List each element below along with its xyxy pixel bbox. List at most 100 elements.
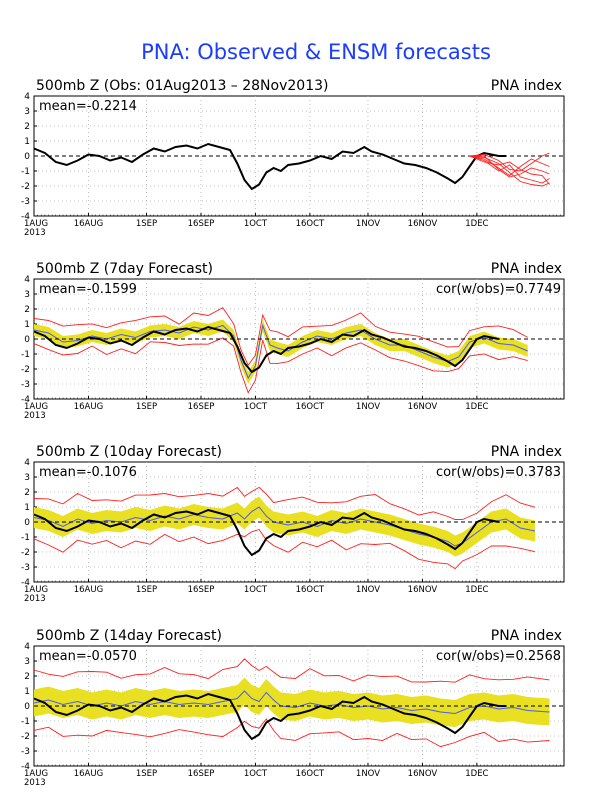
x-tick-label: 1AUG <box>24 219 48 229</box>
x-tick-label: 1SEP <box>136 769 157 779</box>
y-tick-label: 0 <box>24 335 30 345</box>
x-tick-label: 16OCT <box>296 219 325 229</box>
x-tick-label: 16SEP <box>188 769 215 779</box>
y-tick-label: -3 <box>21 563 30 573</box>
panel-4: 500mb Z (14day Forecast) PNA index 4 3 2 1 0 -1… <box>21 628 565 788</box>
y-tick-label: 1 <box>24 137 30 147</box>
x-tick-label: 16OCT <box>296 402 325 412</box>
x-year-label: 2013 <box>24 228 46 238</box>
spread-band <box>34 319 528 384</box>
x-tick-label: 1AUG <box>24 402 48 412</box>
y-tick-label: 3 <box>24 657 30 667</box>
y-tick-label: -4 <box>21 395 30 405</box>
y-tick-label: -4 <box>21 578 30 588</box>
chart-title: PNA: Observed & ENSM forecasts <box>141 40 491 64</box>
member-envelope-line <box>33 337 528 394</box>
y-tick-label: 2 <box>24 122 30 132</box>
y-tick-label: -2 <box>21 182 30 192</box>
observed-line <box>33 508 499 557</box>
y-tick-label: -1 <box>21 167 30 177</box>
x-tick-label: 16AUG <box>74 769 103 779</box>
panel-index-label: PNA index <box>491 628 562 644</box>
y-tick-label: 3 <box>24 107 30 117</box>
spread-band <box>34 677 550 727</box>
y-tick-label: 2 <box>24 488 30 498</box>
x-tick-label: 1NOV <box>356 402 380 412</box>
x-tick-label: 1OCT <box>244 219 268 229</box>
y-tick-label: -2 <box>21 732 30 742</box>
x-tick-label: 1SEP <box>136 402 157 412</box>
observed-line <box>33 325 499 374</box>
y-tick-label: 0 <box>24 702 30 712</box>
x-tick-label: 16AUG <box>74 585 103 595</box>
x-tick-label: 16AUG <box>74 219 103 229</box>
x-tick-label: 1SEP <box>136 219 157 229</box>
panel-index-label: PNA index <box>491 78 562 94</box>
y-tick-label: 4 <box>24 92 30 102</box>
forecast-member-line <box>469 152 550 172</box>
x-tick-label: 16AUG <box>74 402 103 412</box>
y-tick-label: 0 <box>24 152 30 162</box>
panel-title: 500mb Z (7day Forecast) <box>36 261 213 277</box>
x-tick-label: 1NOV <box>356 769 380 779</box>
observed-line <box>33 142 506 191</box>
y-tick-label: -3 <box>21 380 30 390</box>
y-tick-label: 3 <box>24 290 30 300</box>
x-tick-label: 16NOV <box>408 219 438 229</box>
member-envelope-line <box>33 307 528 366</box>
correlation-label: cor(w/obs)=0.7749 <box>436 282 561 297</box>
panel-index-label: PNA index <box>491 261 562 277</box>
x-tick-label: 1OCT <box>244 585 268 595</box>
ensemble-mean-line <box>33 690 550 715</box>
x-tick-label: 16SEP <box>188 402 215 412</box>
y-tick-label: -1 <box>21 350 30 360</box>
y-tick-label: -4 <box>21 762 30 772</box>
y-tick-label: 0 <box>24 518 30 528</box>
panel-1: 500mb Z (Obs: 01Aug2013 – 28Nov2013) PNA … <box>21 78 565 238</box>
x-year-label: 2013 <box>24 778 46 788</box>
y-tick-label: -1 <box>21 533 30 543</box>
panel-3: 500mb Z (10day Forecast) PNA index 4 3 2 1 0 -1… <box>21 444 565 604</box>
forecast-member-line <box>469 155 550 178</box>
correlation-label: cor(w/obs)=0.3783 <box>436 465 561 480</box>
ensemble-mean-line <box>33 323 528 380</box>
panel-title: 500mb Z (14day Forecast) <box>36 628 222 644</box>
x-tick-label: 1AUG <box>24 585 48 595</box>
member-envelope-line <box>33 528 536 570</box>
member-envelope-line <box>33 486 536 521</box>
y-tick-label: 1 <box>24 320 30 330</box>
y-tick-label: 2 <box>24 672 30 682</box>
x-tick-label: 1SEP <box>136 585 157 595</box>
y-tick-label: 3 <box>24 473 30 483</box>
panel-title: 500mb Z (Obs: 01Aug2013 – 28Nov2013) <box>36 78 328 94</box>
x-tick-label: 16NOV <box>408 402 438 412</box>
correlation-label: cor(w/obs)=0.2568 <box>436 649 561 664</box>
x-tick-label: 1AUG <box>24 769 48 779</box>
panel-index-label: PNA index <box>491 444 562 460</box>
x-tick-label: 1DEC <box>465 402 488 412</box>
member-envelope-line <box>33 658 550 683</box>
y-tick-label: 4 <box>24 458 30 468</box>
x-tick-label: 16NOV <box>408 585 438 595</box>
x-tick-label: 1OCT <box>244 769 268 779</box>
y-tick-label: 4 <box>24 642 30 652</box>
mean-label: mean=-0.1599 <box>39 282 137 297</box>
x-tick-label: 1DEC <box>465 219 488 229</box>
y-tick-label: -1 <box>21 717 30 727</box>
y-tick-label: 1 <box>24 687 30 697</box>
x-tick-label: 1NOV <box>356 585 380 595</box>
x-tick-label: 16SEP <box>188 219 215 229</box>
y-tick-label: 2 <box>24 305 30 315</box>
x-tick-label: 1DEC <box>465 769 488 779</box>
mean-label: mean=-0.1076 <box>39 465 137 480</box>
y-tick-label: -2 <box>21 548 30 558</box>
spread-band <box>34 496 535 557</box>
x-tick-label: 16OCT <box>296 769 325 779</box>
y-tick-label: -2 <box>21 365 30 375</box>
x-year-label: 2013 <box>24 594 46 604</box>
mean-label: mean=-0.2214 <box>39 99 137 114</box>
x-tick-label: 1NOV <box>356 219 380 229</box>
x-tick-label: 16OCT <box>296 585 325 595</box>
y-tick-label: -3 <box>21 197 30 207</box>
